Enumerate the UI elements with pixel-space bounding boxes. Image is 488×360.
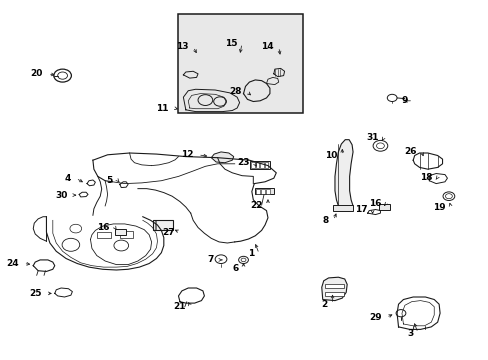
Bar bbox=[255, 188, 273, 194]
Text: 15: 15 bbox=[224, 39, 237, 48]
Text: 2: 2 bbox=[321, 300, 327, 309]
Text: 20: 20 bbox=[31, 69, 43, 78]
Bar bbox=[333, 205, 352, 211]
Text: 28: 28 bbox=[229, 87, 242, 96]
Text: 14: 14 bbox=[261, 42, 273, 51]
Text: 21: 21 bbox=[173, 302, 185, 311]
Text: 7: 7 bbox=[207, 256, 214, 264]
Bar bbox=[260, 162, 263, 168]
Bar bbox=[265, 189, 269, 194]
Text: 18: 18 bbox=[419, 173, 432, 182]
Text: 10: 10 bbox=[325, 151, 337, 160]
Text: 1: 1 bbox=[247, 249, 254, 258]
Text: 17: 17 bbox=[354, 205, 367, 214]
Bar bbox=[325, 284, 343, 288]
Text: 31: 31 bbox=[366, 133, 378, 142]
Text: 23: 23 bbox=[236, 158, 249, 167]
Bar bbox=[256, 189, 260, 194]
Polygon shape bbox=[211, 152, 233, 163]
Bar bbox=[261, 189, 264, 194]
Text: 19: 19 bbox=[432, 202, 445, 212]
Text: 4: 4 bbox=[64, 174, 71, 183]
Polygon shape bbox=[321, 277, 346, 301]
Text: 9: 9 bbox=[401, 96, 407, 105]
Bar bbox=[264, 162, 267, 168]
Text: 6: 6 bbox=[232, 264, 238, 273]
Text: 8: 8 bbox=[322, 216, 328, 225]
Text: 22: 22 bbox=[250, 201, 263, 210]
Bar bbox=[115, 229, 125, 235]
Text: 24: 24 bbox=[6, 259, 19, 268]
Text: 11: 11 bbox=[156, 104, 168, 113]
Bar bbox=[97, 232, 110, 238]
Text: 30: 30 bbox=[55, 191, 67, 199]
Bar bbox=[178, 14, 303, 113]
Bar bbox=[152, 220, 173, 230]
Bar bbox=[378, 204, 389, 210]
Text: 25: 25 bbox=[29, 289, 41, 298]
Text: 26: 26 bbox=[403, 147, 416, 156]
Text: 3: 3 bbox=[406, 328, 412, 338]
Bar bbox=[250, 161, 269, 169]
Bar bbox=[251, 162, 254, 168]
Bar bbox=[120, 231, 133, 238]
Bar bbox=[325, 292, 343, 296]
Polygon shape bbox=[334, 140, 352, 209]
Text: 13: 13 bbox=[175, 42, 188, 51]
Text: 29: 29 bbox=[368, 313, 381, 322]
Text: 5: 5 bbox=[106, 176, 112, 185]
Text: 16: 16 bbox=[368, 199, 381, 208]
Bar bbox=[255, 162, 259, 168]
Text: 12: 12 bbox=[180, 150, 193, 159]
Text: 16: 16 bbox=[97, 223, 110, 232]
Text: 27: 27 bbox=[162, 228, 175, 237]
